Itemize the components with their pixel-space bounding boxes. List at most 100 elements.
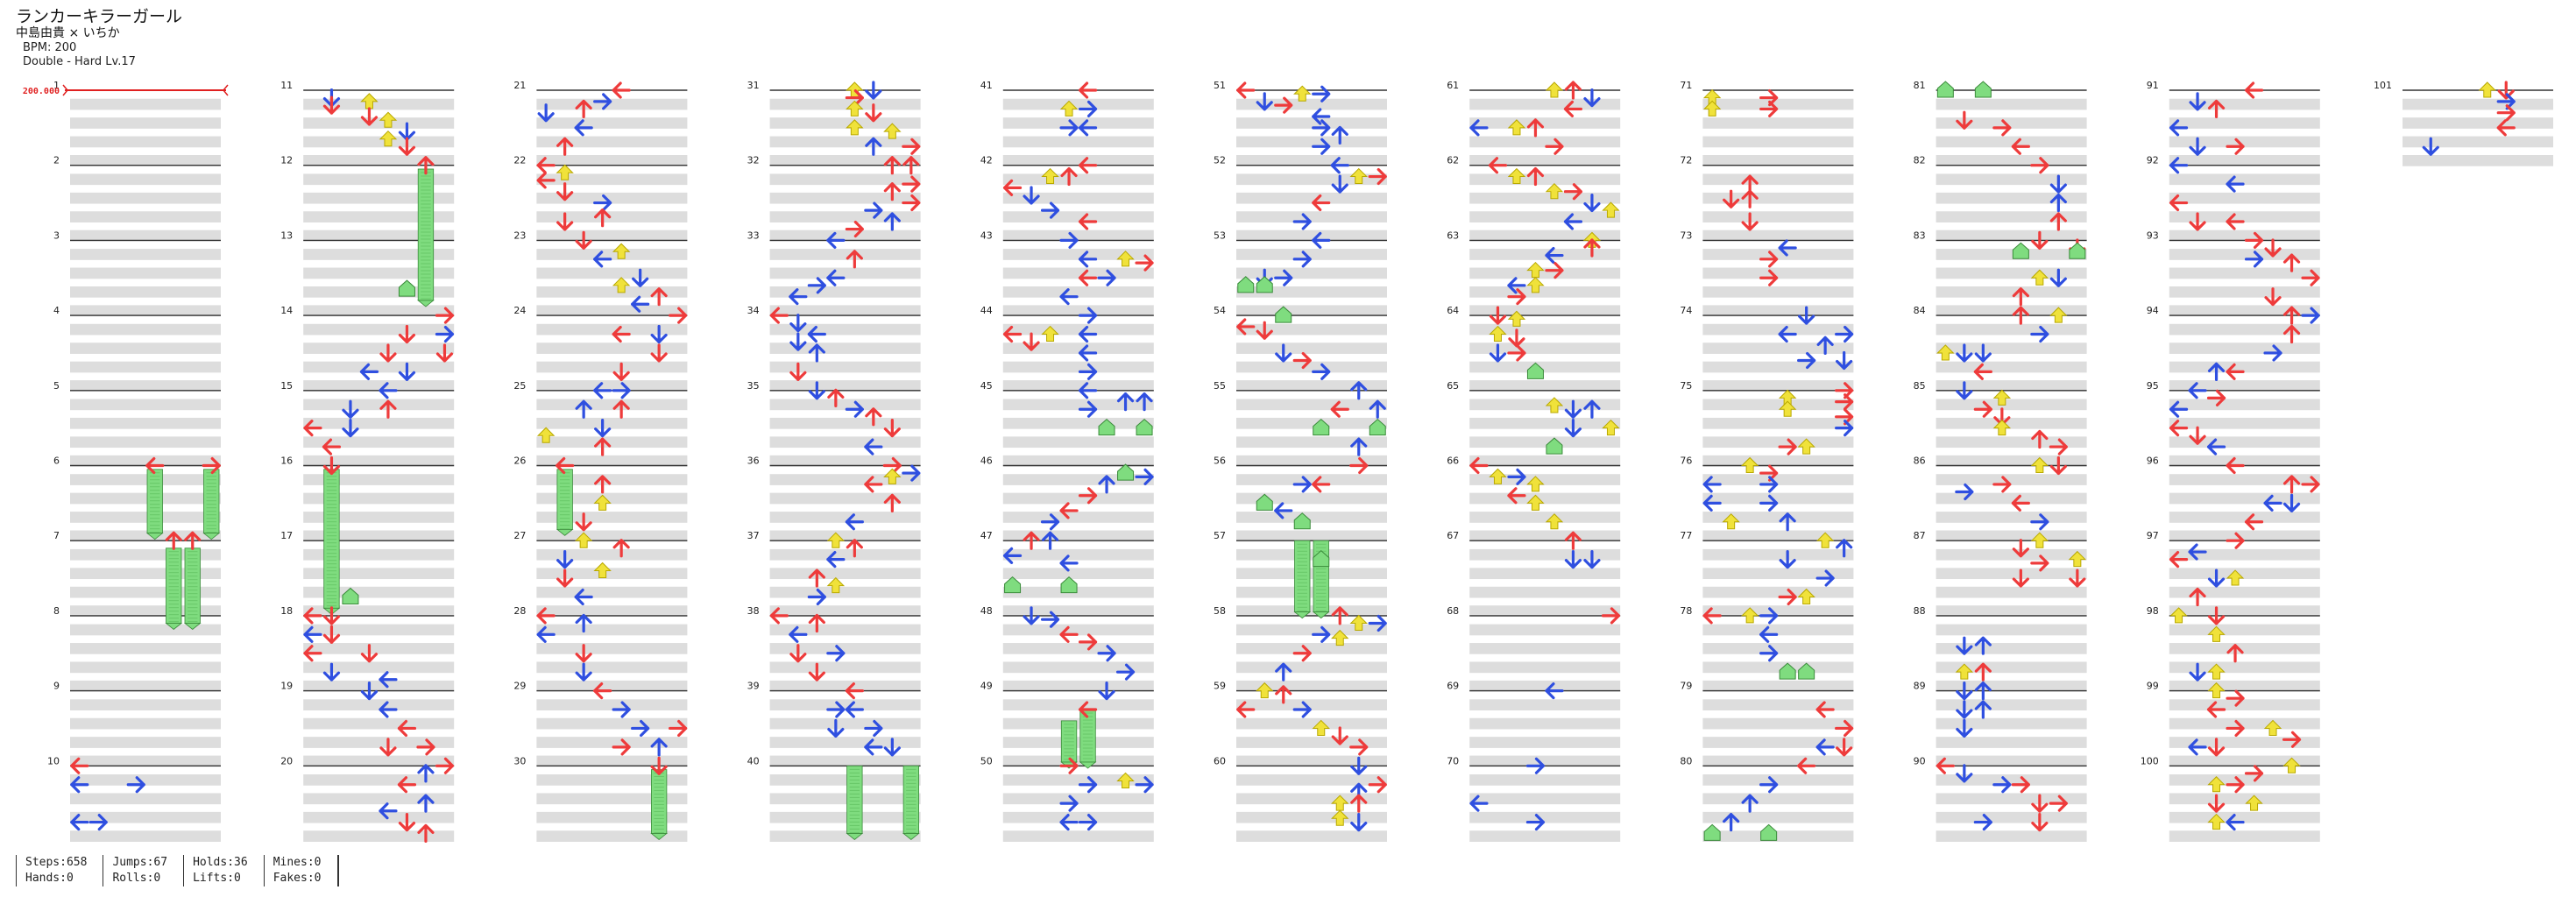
beat-stripe [303,624,455,636]
arrow-body [826,701,846,718]
beat-stripe [769,717,921,730]
arrow-icon [593,194,612,212]
hold-head [1060,576,1078,594]
arrow-icon [1136,392,1153,412]
arrow-body [1115,663,1136,681]
beat-stripe [70,680,221,692]
arrow-icon [1488,157,1508,174]
beat-stripe [1002,774,1154,786]
beat-stripe [536,737,688,748]
arrow-body [826,269,846,286]
beat-stripe [1002,136,1154,148]
arrow-icon [1489,343,1507,363]
arrow-icon [1331,606,1348,625]
arrow-body [397,719,417,738]
beat-stripe [769,830,921,842]
arrow-body [2226,569,2245,586]
arrow-icon [593,93,612,110]
arrow-icon [789,332,807,351]
arrow-icon [2282,757,2301,773]
song-artist: 中島由貴 × いちか [16,26,120,40]
measure-block: 63 [1447,230,1621,317]
beat-stripe [1702,323,1854,335]
beat-stripe [1936,154,2087,166]
beat-stripe [769,661,921,674]
beat-stripe [2169,717,2320,730]
beat-stripe [1469,380,1621,392]
arrow-body [1956,110,1973,130]
arrow-body [126,776,145,794]
arrow-body [1955,663,1974,680]
beat-stripe [2169,286,2320,298]
arrow-icon [303,645,322,662]
beat-stripe [1936,343,2087,354]
arrow-icon [1545,138,1564,155]
arrow-body [1275,662,1292,682]
arrow-icon [1135,254,1154,272]
arrow-body [575,613,592,633]
arrow-body [322,438,342,456]
arrow-icon [1545,81,1564,98]
beat-stripe [303,811,455,823]
hold-note-icon [1079,709,1097,769]
arrow-body [1312,719,1330,736]
arrow-icon [2264,287,2282,307]
arrow-body [2282,253,2301,272]
measure-number: 91 [2147,80,2159,91]
beat-stripe [1002,380,1154,392]
arrow-icon [1992,476,2012,493]
arrow-icon [1835,393,1854,411]
measure-block: 3 [53,230,221,317]
measure-number: 20 [280,755,293,766]
arrow-icon [865,103,882,123]
arrow-icon [631,295,650,313]
arrow-icon [1583,550,1601,569]
arrow-body [2030,325,2049,343]
beat-stripe [1002,530,1154,542]
arrow-body [2169,420,2189,437]
arrow-icon [1489,468,1507,484]
arrow-icon [1369,399,1386,419]
beat-stripe [70,154,221,166]
arrow-body [865,407,882,427]
beat-stripe [1936,605,2087,617]
arrow-icon [902,138,921,155]
beat-stripe [303,774,455,786]
measure-number: 13 [280,230,293,241]
arrow-body [612,325,631,343]
arrow-icon [1274,502,1293,519]
hold-tail [183,623,202,630]
arrow-icon [1956,718,1973,738]
arrow-icon [845,400,864,418]
arrow-body [1350,756,1368,775]
measure-block: 46 [980,456,1154,542]
arrow-body [2226,213,2245,230]
arrow-body [2282,306,2301,325]
arrow-icon [2049,307,2068,323]
measure-number: 1 [53,80,60,91]
arrow-body [1741,212,1759,231]
arrow-icon [1760,823,1778,841]
arrow-icon [594,437,612,456]
beat-stripe [1236,830,1387,842]
hold-head [398,279,415,297]
arrow-icon [2226,644,2244,663]
arrow-icon [556,569,574,588]
beat-stripe [1236,605,1387,617]
arrow-icon [864,201,883,219]
arrow-icon [1313,549,1330,568]
arrow-icon [1564,81,1582,100]
arrow-icon [322,662,341,682]
arrow-body [864,738,883,756]
arrow-body [1759,645,1779,662]
arrow-icon [435,325,455,343]
arrow-body [789,644,807,663]
beat-stripe [1002,417,1154,429]
arrow-body [1759,494,1779,512]
arrow-icon [1973,813,1992,831]
measure-number: 31 [747,80,760,91]
arrow-icon [2226,813,2245,831]
arrow-body [379,343,397,363]
arrow-body [2226,175,2245,193]
arrow-body [2478,81,2496,98]
